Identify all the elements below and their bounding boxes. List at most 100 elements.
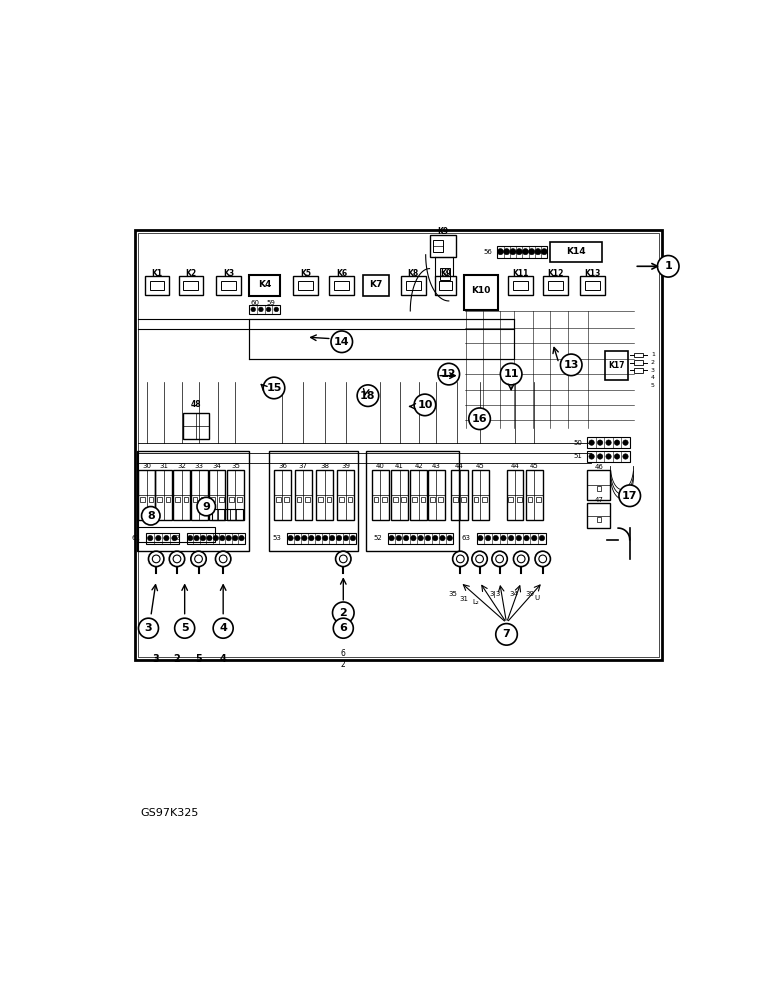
Text: 8: 8: [147, 511, 154, 521]
Circle shape: [219, 535, 225, 541]
Text: K7: K7: [369, 280, 382, 289]
Bar: [401, 497, 406, 502]
Text: GS97K325: GS97K325: [141, 808, 199, 818]
Bar: [537, 497, 541, 502]
Bar: [472, 470, 489, 520]
Bar: [238, 497, 242, 502]
Text: 40: 40: [376, 464, 384, 470]
Bar: [543, 276, 568, 295]
Circle shape: [138, 618, 158, 638]
Bar: [526, 470, 543, 520]
Text: 14: 14: [334, 337, 350, 347]
Bar: [287, 533, 357, 544]
Bar: [412, 497, 417, 502]
Text: 45: 45: [530, 464, 539, 470]
Circle shape: [496, 624, 517, 645]
Bar: [597, 486, 601, 491]
Bar: [587, 437, 630, 448]
Bar: [464, 275, 498, 310]
Bar: [249, 275, 280, 296]
Bar: [367, 451, 459, 551]
Text: K14: K14: [566, 247, 586, 256]
Bar: [506, 470, 523, 520]
Text: 4: 4: [651, 375, 655, 380]
Circle shape: [169, 551, 185, 567]
Bar: [382, 497, 387, 502]
Circle shape: [496, 555, 503, 563]
Text: K5: K5: [300, 269, 311, 278]
Text: 1: 1: [665, 261, 672, 271]
Circle shape: [438, 363, 459, 385]
Bar: [296, 497, 301, 502]
Circle shape: [396, 535, 401, 541]
Circle shape: [389, 535, 394, 541]
Text: 3|3: 3|3: [489, 591, 501, 598]
Circle shape: [619, 485, 641, 507]
Bar: [548, 281, 564, 290]
Bar: [211, 497, 215, 502]
Circle shape: [172, 535, 177, 541]
Circle shape: [336, 551, 351, 567]
Circle shape: [476, 555, 483, 563]
Bar: [284, 497, 289, 502]
Text: 60: 60: [250, 300, 259, 306]
Text: 6: 6: [340, 623, 347, 633]
Circle shape: [213, 535, 218, 541]
Circle shape: [404, 535, 409, 541]
Circle shape: [411, 535, 416, 541]
Bar: [438, 497, 443, 502]
Bar: [476, 533, 546, 544]
Circle shape: [188, 535, 193, 541]
Bar: [388, 533, 453, 544]
Circle shape: [509, 535, 514, 541]
Bar: [508, 276, 533, 295]
Bar: [462, 497, 466, 502]
Text: 39: 39: [525, 591, 534, 597]
Circle shape: [606, 454, 611, 459]
Circle shape: [274, 307, 279, 312]
Bar: [374, 497, 378, 502]
Bar: [327, 497, 331, 502]
Text: 53: 53: [272, 535, 281, 541]
Circle shape: [541, 249, 547, 255]
Bar: [138, 470, 155, 520]
Bar: [216, 276, 241, 295]
Bar: [183, 413, 209, 439]
Bar: [295, 470, 312, 520]
Circle shape: [288, 535, 293, 541]
Bar: [372, 470, 389, 520]
Bar: [410, 470, 427, 520]
Text: 17: 17: [622, 491, 638, 501]
Text: 38: 38: [320, 464, 330, 470]
Circle shape: [323, 535, 328, 541]
Text: 56: 56: [484, 249, 493, 255]
Circle shape: [350, 535, 356, 541]
Bar: [193, 497, 198, 502]
Circle shape: [492, 551, 507, 567]
Text: L₂: L₂: [472, 599, 479, 605]
Circle shape: [414, 394, 435, 416]
Circle shape: [174, 618, 195, 638]
Circle shape: [472, 551, 487, 567]
Circle shape: [486, 535, 491, 541]
Circle shape: [213, 618, 233, 638]
Bar: [587, 470, 611, 500]
Circle shape: [540, 535, 544, 541]
Circle shape: [452, 551, 468, 567]
Text: K1: K1: [151, 269, 163, 278]
Text: K8: K8: [408, 269, 419, 278]
Bar: [330, 276, 354, 295]
Bar: [453, 497, 458, 502]
Text: 44: 44: [510, 464, 520, 470]
Bar: [221, 281, 236, 290]
Text: 9: 9: [202, 502, 210, 512]
Bar: [274, 470, 291, 520]
Bar: [276, 497, 280, 502]
Circle shape: [524, 535, 530, 541]
Bar: [528, 497, 533, 502]
Text: 59: 59: [266, 300, 275, 306]
Circle shape: [344, 535, 349, 541]
Circle shape: [194, 535, 199, 541]
Circle shape: [598, 440, 603, 445]
Circle shape: [503, 249, 510, 255]
